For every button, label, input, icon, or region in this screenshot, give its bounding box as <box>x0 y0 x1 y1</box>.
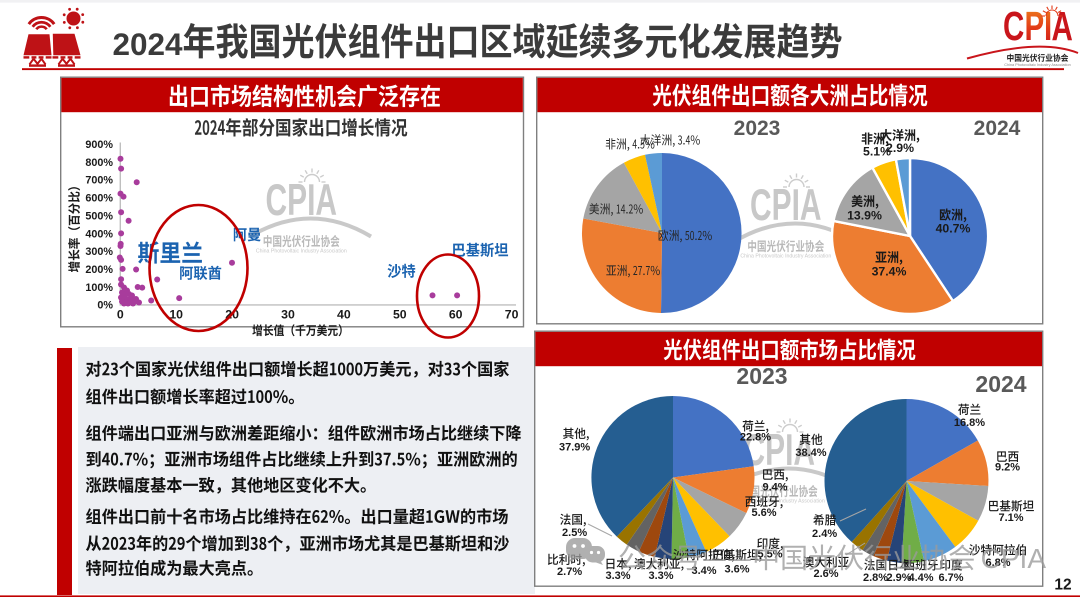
svg-text:CPIA: CPIA <box>981 543 1047 574</box>
svg-text:3.6%: 3.6% <box>724 563 749 575</box>
svg-text:3.4%: 3.4% <box>691 565 716 577</box>
svg-text:4.4%: 4.4% <box>908 572 933 584</box>
svg-text:100%: 100% <box>85 282 113 294</box>
svg-text:800%: 800% <box>85 157 113 169</box>
svg-text:0%: 0% <box>97 300 113 312</box>
svg-text:50: 50 <box>393 308 407 322</box>
svg-text:3.3%: 3.3% <box>648 570 673 582</box>
svg-text:China Photovoltaic Industry As: China Photovoltaic Industry Association <box>740 254 831 260</box>
svg-text:2023: 2023 <box>736 363 787 389</box>
svg-text:900%: 900% <box>85 139 113 151</box>
svg-text:9.2%: 9.2% <box>995 462 1020 474</box>
svg-text:9.4%: 9.4% <box>762 482 787 494</box>
svg-text:200%: 200% <box>85 264 113 276</box>
svg-text:38.4%: 38.4% <box>795 447 826 459</box>
svg-text:A: A <box>1052 3 1073 49</box>
svg-text:2.6%: 2.6% <box>813 568 838 580</box>
svg-text:22.8%: 22.8% <box>740 432 771 444</box>
svg-text:2024: 2024 <box>974 117 1021 140</box>
svg-text:2.7%: 2.7% <box>557 566 582 578</box>
svg-text:30: 30 <box>281 308 295 322</box>
svg-text:I: I <box>1044 3 1052 49</box>
svg-text:60: 60 <box>449 308 463 322</box>
svg-text:12: 12 <box>1054 577 1071 594</box>
svg-text:P: P <box>1025 3 1045 49</box>
svg-text:China Photovoltaic Industry As: China Photovoltaic Industry Association <box>1004 63 1070 67</box>
svg-text:C: C <box>1003 3 1024 49</box>
svg-text:2.4%: 2.4% <box>812 528 837 540</box>
svg-text:2024: 2024 <box>975 371 1026 397</box>
svg-text:CPIA: CPIA <box>750 181 822 230</box>
svg-text:China Photovoltaic Industry As: China Photovoltaic Industry Association <box>256 249 347 255</box>
svg-text:40.7%: 40.7% <box>936 222 971 236</box>
svg-text:70: 70 <box>505 308 519 322</box>
svg-text:300%: 300% <box>85 246 113 258</box>
svg-text:37.9%: 37.9% <box>559 442 590 454</box>
svg-text:2023: 2023 <box>734 117 781 140</box>
svg-text:China Photovoltaic Industry As: China Photovoltaic Industry Association <box>734 499 825 505</box>
svg-text:2.9%: 2.9% <box>886 141 914 155</box>
svg-text:5.1%: 5.1% <box>863 145 891 159</box>
svg-text:CPIA: CPIA <box>266 176 338 225</box>
svg-text:2.8%: 2.8% <box>863 572 888 584</box>
svg-text:10: 10 <box>169 308 183 322</box>
svg-text:6.7%: 6.7% <box>938 572 963 584</box>
svg-text:2.9%: 2.9% <box>886 572 911 584</box>
svg-text:CPIA: CPIA <box>744 426 816 475</box>
svg-text:6.8%: 6.8% <box>985 557 1010 569</box>
svg-text:16.8%: 16.8% <box>954 417 985 429</box>
svg-text:7.1%: 7.1% <box>998 512 1023 524</box>
svg-text:500%: 500% <box>85 210 113 222</box>
svg-text:37.4%: 37.4% <box>872 265 907 279</box>
svg-text:2024: 2024 <box>113 26 184 62</box>
svg-text:400%: 400% <box>85 228 113 240</box>
svg-text:3.3%: 3.3% <box>605 570 630 582</box>
svg-text:2.5%: 2.5% <box>562 527 587 539</box>
svg-text:40: 40 <box>337 308 351 322</box>
svg-text:0: 0 <box>117 308 124 322</box>
svg-text:13.9%: 13.9% <box>847 209 882 223</box>
svg-text:600%: 600% <box>85 193 113 205</box>
svg-text:700%: 700% <box>85 175 113 187</box>
svg-text:5.6%: 5.6% <box>751 507 776 519</box>
